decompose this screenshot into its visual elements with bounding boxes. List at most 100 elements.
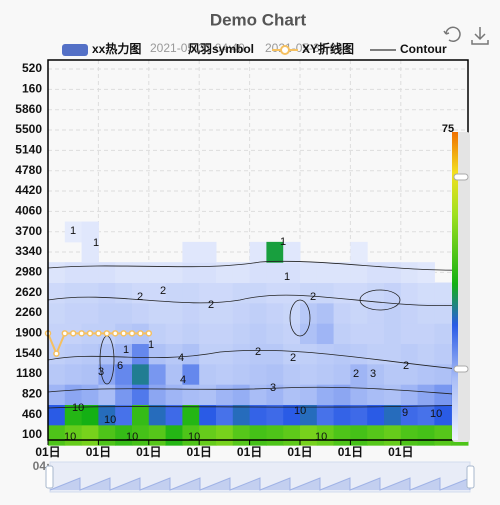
heatmap-cell — [400, 323, 419, 345]
chart-title: Demo Chart — [210, 10, 307, 29]
visual-map[interactable]: 75 — [442, 123, 470, 442]
heatmap-cell — [182, 384, 200, 406]
contour-label: 10 — [126, 431, 138, 443]
heatmap-cell — [232, 384, 251, 406]
heatmap-cell — [216, 343, 234, 365]
x-tick-label: 01日 — [136, 445, 161, 459]
heatmap-cell — [48, 262, 66, 284]
heatmap-cell — [249, 323, 267, 345]
heatmap-cell — [81, 343, 99, 365]
heatmap-cell — [266, 282, 284, 304]
heatmap-cell — [249, 343, 267, 365]
heatmap-cell — [384, 262, 402, 284]
heatmap-cell — [115, 262, 133, 284]
heatmap-cell — [350, 282, 368, 304]
line-point — [78, 330, 85, 337]
y-tick-label: 2620 — [15, 285, 42, 299]
contour-label: 10 — [294, 405, 306, 417]
legend-icon[interactable] — [280, 45, 290, 55]
legend-icon[interactable] — [62, 44, 88, 56]
heatmap-cell — [249, 424, 267, 446]
heatmap-cell — [199, 302, 217, 324]
contour-label: 10 — [188, 431, 200, 443]
heatmap-cell — [400, 404, 419, 426]
heatmap-cell — [48, 384, 66, 406]
heatmap-cell — [81, 282, 99, 304]
line-point — [120, 330, 127, 337]
heatmap-cell — [64, 282, 83, 304]
heatmap-cell — [367, 363, 385, 385]
data-zoom[interactable] — [45, 461, 475, 493]
y-tick-label: 3340 — [15, 244, 42, 258]
heatmap-cell — [249, 302, 267, 324]
heatmap-cell — [417, 363, 435, 385]
heatmap-cell — [182, 363, 200, 385]
heatmap-cell — [283, 343, 301, 365]
x-tick-label: 01日 — [237, 445, 262, 459]
heatmap-cell — [182, 302, 200, 324]
heatmap-cell — [350, 404, 368, 426]
heatmap-cell — [115, 404, 133, 426]
toolbox[interactable] — [443, 26, 489, 45]
contour-label: 1 — [284, 271, 290, 283]
visual-map-handle[interactable] — [453, 173, 469, 181]
legend-label[interactable]: XY折线图 — [302, 41, 354, 56]
heatmap-cell — [182, 343, 200, 365]
contour-label: 10 — [64, 431, 76, 443]
legend-label[interactable]: Contour — [400, 42, 447, 56]
heatmap-cell — [417, 302, 435, 324]
heatmap-cell — [367, 282, 385, 304]
heatmap-cell — [232, 363, 251, 385]
heatmap-cell — [316, 384, 335, 406]
contour-label: 2 — [310, 291, 316, 303]
refresh-icon[interactable] — [443, 26, 461, 42]
heatmap-cell — [132, 262, 150, 284]
heatmap-cell — [148, 404, 167, 426]
heatmap-cell — [350, 262, 368, 284]
legend: xx热力图 风羽symbol XY折线图 Contour — [62, 41, 447, 56]
heatmap-cell — [266, 323, 284, 345]
heatmap-cell — [400, 363, 419, 385]
heatmap-cell — [367, 384, 385, 406]
heatmap-cell — [148, 424, 167, 446]
heatmap-cell — [165, 302, 183, 324]
legend-label[interactable]: xx热力图 — [92, 41, 141, 56]
heatmap-cell — [384, 424, 402, 446]
heatmap-cell — [300, 262, 318, 284]
heatmap-cell — [266, 343, 284, 365]
line-point — [69, 330, 77, 337]
y-tick-label: 2980 — [15, 265, 42, 279]
visual-map-handle[interactable] — [453, 365, 469, 373]
heatmap-cell — [316, 404, 335, 426]
heatmap-cell — [165, 404, 183, 426]
heatmap-cell — [283, 323, 301, 345]
heatmap-cell — [64, 343, 83, 365]
x-tick-label: 01日 — [287, 445, 312, 459]
contour-label: 4 — [178, 352, 184, 364]
heatmap-cell — [48, 363, 66, 385]
heatmap-cell — [434, 363, 452, 385]
contour-label: 10 — [315, 431, 327, 443]
contour-label: 9 — [402, 407, 408, 419]
download-icon[interactable] — [471, 27, 489, 45]
heatmap-cell — [400, 262, 419, 284]
contour-label: 2 — [160, 285, 166, 297]
heatmap-cell — [115, 302, 133, 324]
heatmap-cell — [434, 424, 452, 446]
heatmap-cell — [350, 424, 368, 446]
heatmap-cell — [367, 262, 385, 284]
heatmap-cell — [384, 343, 402, 365]
heatmap-cell — [148, 363, 167, 385]
data-zoom-handle[interactable] — [45, 465, 54, 489]
line-point — [95, 330, 102, 337]
heatmap-cell — [434, 323, 452, 345]
heatmap-cell — [350, 343, 368, 365]
heatmap-cell — [216, 282, 234, 304]
heatmap-cell — [417, 343, 435, 365]
heatmap-cell — [283, 363, 301, 385]
data-zoom-handle[interactable] — [466, 465, 475, 489]
y-tick-label: 5500 — [15, 122, 42, 136]
legend-label[interactable]: 风羽symbol — [188, 42, 254, 56]
heatmap-cell — [48, 323, 66, 345]
heatmap-cell — [64, 302, 83, 324]
